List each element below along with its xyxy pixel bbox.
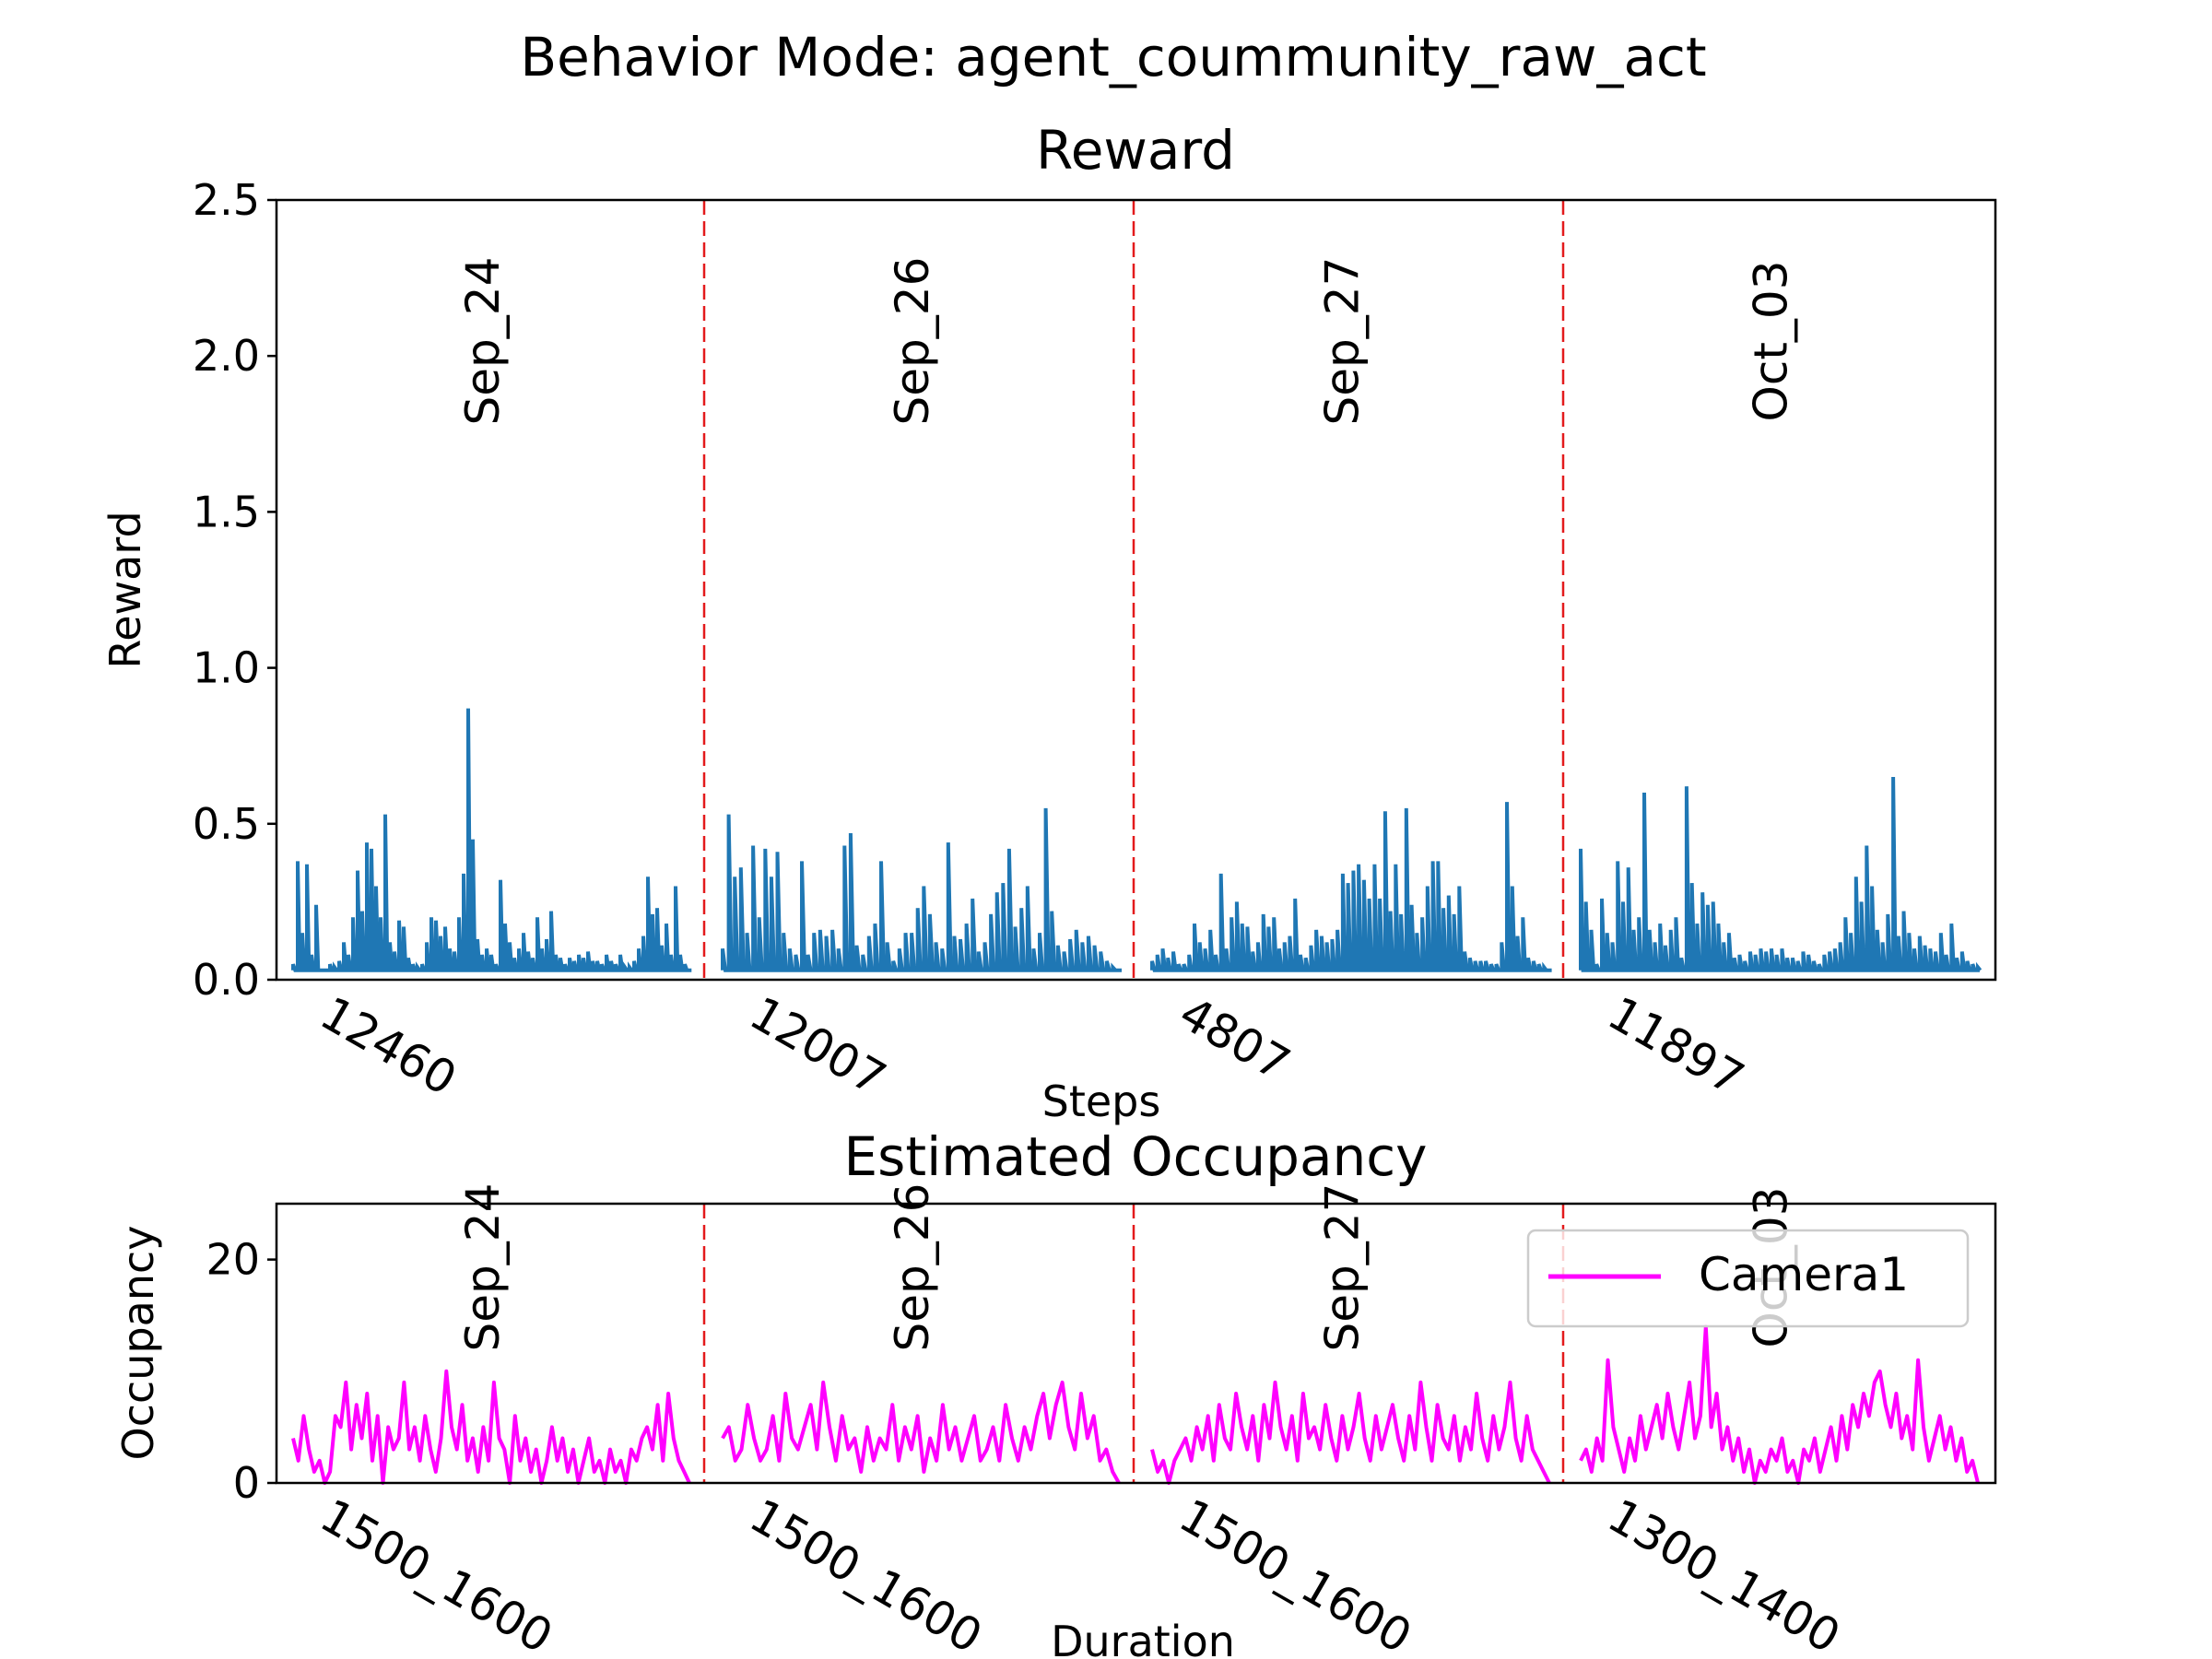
reward-series-line-sep-26	[721, 807, 1122, 972]
reward-y-axis-ticks: 0.0 0.5 1.0 1.5 2.0 2.5	[193, 175, 276, 1005]
reward-y-tick-label: 0.0	[193, 955, 260, 1005]
reward-series-line-sep-27	[1150, 802, 1552, 972]
figure-title: Behavior Mode: agent_coummunity_raw_act	[520, 26, 1706, 88]
occupancy-series-marks	[291, 1324, 1980, 1485]
reward-plot-area	[275, 198, 1997, 982]
occupancy-series-line-sep-27	[1150, 1380, 1551, 1485]
occupancy-segment-label: Sep_24	[456, 1183, 510, 1352]
reward-y-tick-label: 1.5	[193, 487, 260, 536]
occupancy-series-line-sep-26	[721, 1380, 1121, 1484]
occupancy-y-tick-label: 0	[233, 1458, 260, 1508]
reward-chart-title: Reward	[1036, 119, 1235, 182]
occupancy-segment-label: Sep_27	[1316, 1183, 1370, 1352]
occupancy-y-tick-label: 20	[206, 1235, 260, 1285]
legend-box	[1526, 1229, 1970, 1328]
occupancy-chart-title: Estimated Occupancy	[844, 1125, 1428, 1188]
reward-y-tick-label: 0.5	[193, 799, 260, 849]
reward-y-tick-label: 2.5	[193, 175, 260, 225]
reward-y-tick-label: 1.0	[193, 643, 260, 693]
occupancy-y-axis-label: Occupancy	[113, 1226, 163, 1461]
reward-x-axis-label: Steps	[1042, 1077, 1161, 1126]
reward-series-line-oct-03	[1579, 776, 1983, 972]
reward-segment-label: Oct_03	[1745, 260, 1798, 421]
occupancy-x-axis-label: Duration	[1051, 1617, 1235, 1659]
reward-segment-labels: Sep_24 Sep_26 Sep_27 Oct_03	[456, 257, 1798, 426]
reward-date-separators	[702, 200, 1565, 980]
reward-y-axis-label: Reward	[100, 511, 150, 668]
occupancy-segment-label: Sep_26	[886, 1183, 939, 1352]
reward-segment-label: Sep_24	[456, 257, 510, 426]
reward-series-line-sep-24	[291, 708, 692, 972]
reward-series-marks	[291, 708, 1983, 972]
reward-segment-label: Sep_27	[1316, 257, 1370, 426]
occupancy-series-line-oct-03	[1579, 1324, 1980, 1485]
occupancy-legend: Camera1	[1526, 1229, 1970, 1328]
legend-label-camera1: Camera1	[1699, 1248, 1909, 1301]
occupancy-y-axis-ticks: 0 20	[206, 1235, 276, 1508]
reward-segment-label: Sep_26	[886, 257, 939, 426]
occupancy-series-line-sep-24	[291, 1369, 691, 1485]
reward-y-tick-label: 2.0	[193, 331, 260, 381]
occupancy-plot-area	[275, 1202, 1997, 1485]
